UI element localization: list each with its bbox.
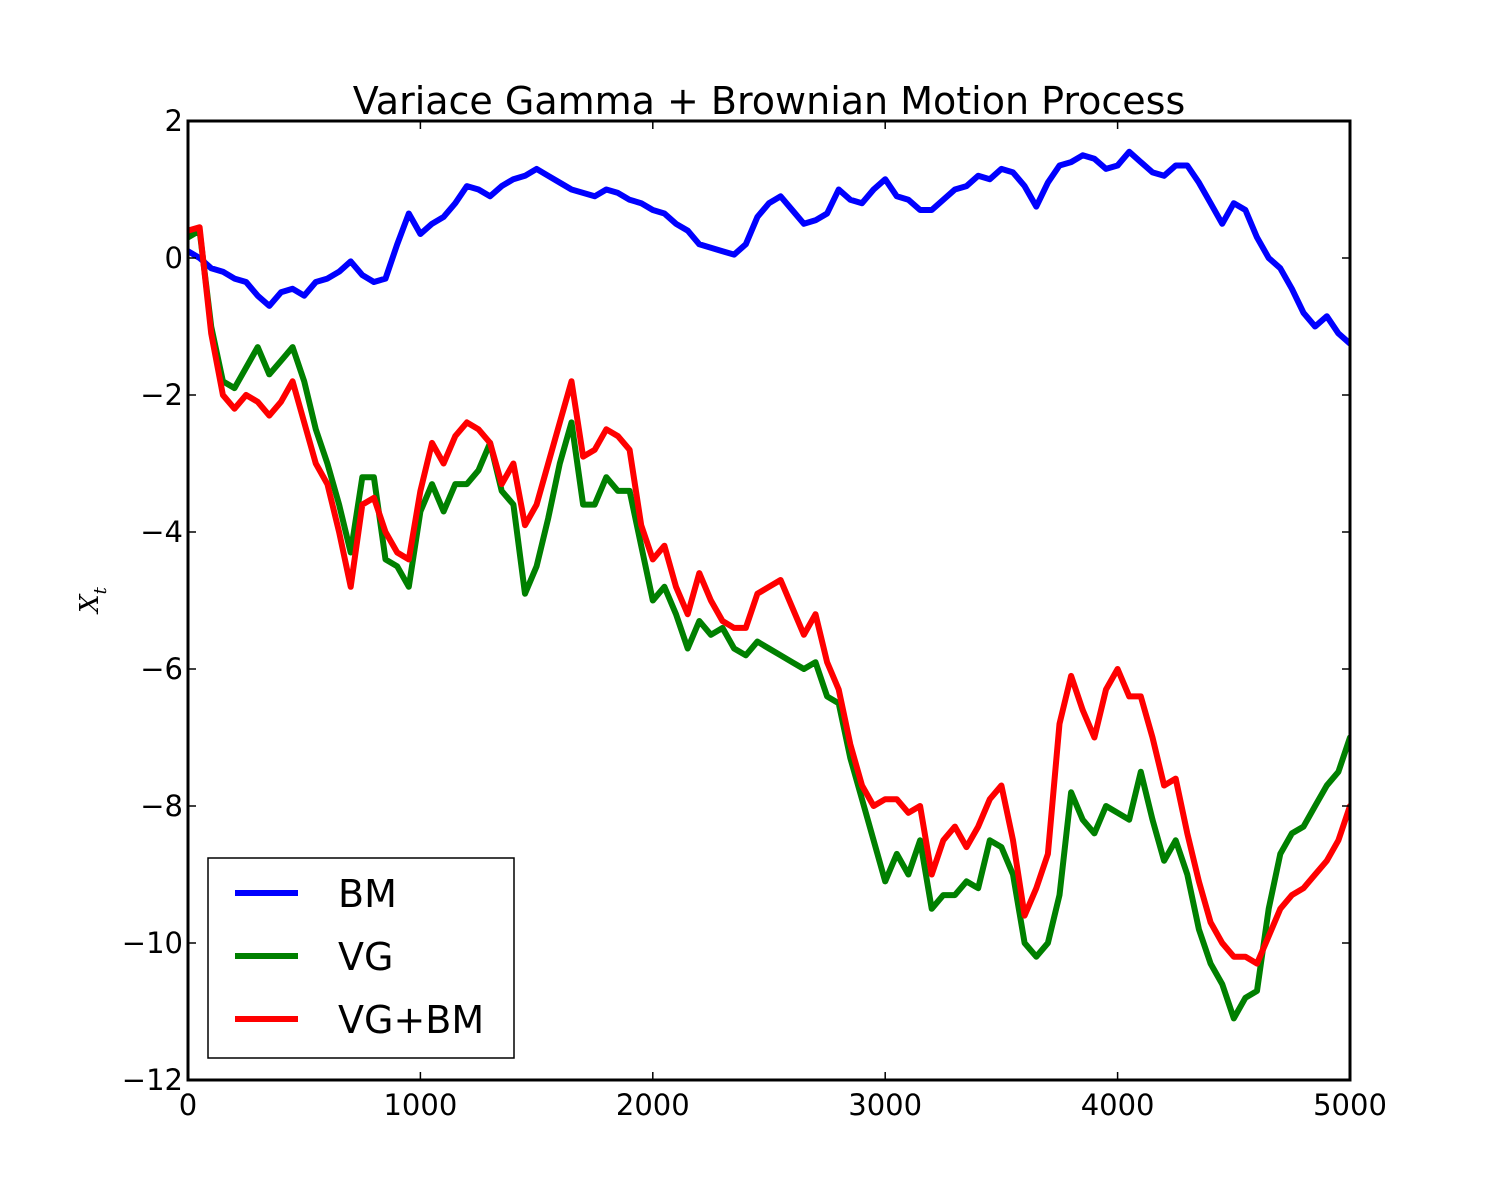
- legend-label: BM: [338, 872, 397, 916]
- y-tick-label: −10: [122, 926, 183, 960]
- series-line-bm: [188, 148, 1350, 347]
- x-tick-label: 2000: [616, 1088, 690, 1122]
- y-tick-label: −4: [140, 515, 183, 549]
- x-tick-label: 5000: [1313, 1088, 1387, 1122]
- y-tick-label: −6: [140, 652, 183, 686]
- series-line-vg-bm: [188, 224, 1350, 967]
- legend-label: VG: [338, 935, 393, 979]
- x-tick-label: 1000: [383, 1088, 457, 1122]
- x-tick-label: 0: [179, 1088, 197, 1122]
- y-tick-label: 0: [165, 241, 183, 275]
- y-tick-label: 2: [165, 104, 183, 138]
- y-tick-label: −2: [140, 378, 183, 412]
- y-tick-label: −12: [122, 1063, 183, 1097]
- ticks-layer: 0 1000 2000 3000 4000 5000 2 0 −2 −4 −6 −8 −10 −12: [122, 104, 1387, 1122]
- series-layer: [188, 148, 1350, 1022]
- y-axis-label: Xt: [75, 586, 111, 615]
- series-line-vg: [188, 227, 1350, 1022]
- plot-frame: [186, 119, 1352, 1082]
- legend: BM VG VG+BM: [207, 857, 515, 1059]
- legend-label: VG+BM: [338, 998, 484, 1042]
- chart-title: Variace Gamma + Brownian Motion Process: [353, 79, 1186, 123]
- y-axis-label-sub: t: [90, 586, 111, 594]
- y-tick-label: −8: [140, 789, 183, 823]
- x-tick-label: 3000: [848, 1088, 922, 1122]
- x-tick-label: 4000: [1081, 1088, 1155, 1122]
- y-axis-label-main: X: [75, 593, 105, 615]
